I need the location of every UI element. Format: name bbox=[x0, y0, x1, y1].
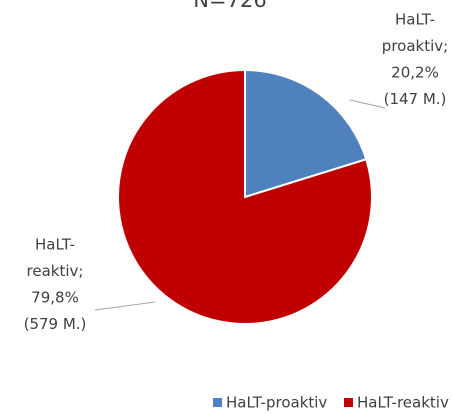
data-label: 20,2% bbox=[391, 64, 439, 82]
chart-title: N=726 bbox=[193, 0, 266, 12]
legend-swatch bbox=[344, 398, 353, 407]
data-label: proaktiv; bbox=[382, 37, 448, 55]
data-label: HaLT- bbox=[395, 11, 435, 29]
data-label: 79,8% bbox=[31, 289, 79, 307]
leader-line bbox=[349, 99, 386, 109]
data-label: reaktiv; bbox=[27, 262, 84, 280]
leader-line bbox=[94, 301, 156, 311]
pie-slice bbox=[117, 68, 373, 325]
pie-slice bbox=[244, 68, 368, 199]
legend-label: HaLT-proaktiv bbox=[226, 394, 327, 412]
data-label: (147 M.) bbox=[384, 90, 447, 108]
legend-swatch bbox=[213, 398, 222, 407]
data-label: (579 M.) bbox=[24, 315, 87, 333]
data-label: HaLT- bbox=[35, 236, 75, 254]
legend-label: HaLT-reaktiv bbox=[357, 394, 449, 412]
